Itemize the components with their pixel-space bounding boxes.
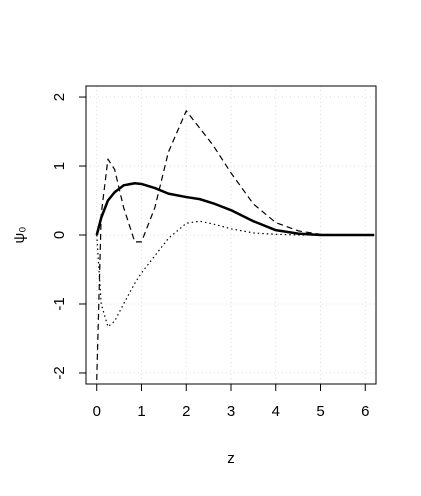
- y-tick-label: 1: [51, 162, 68, 170]
- x-tick-label: 4: [272, 403, 280, 420]
- x-tick-label: 6: [361, 403, 369, 420]
- x-tick-label: 1: [137, 403, 145, 420]
- series-line: [96, 220, 375, 328]
- y-tick-label: 2: [51, 93, 68, 101]
- y-tick-label: 0: [51, 231, 68, 239]
- x-tick-label: 0: [93, 403, 101, 420]
- series-line: [95, 182, 375, 237]
- x-tick-label: 5: [316, 403, 324, 420]
- plot-area: [86, 86, 376, 384]
- x-tick-label: 2: [182, 403, 190, 420]
- y-axis-label: ψ₀: [11, 227, 28, 244]
- y-tick-label: -2: [51, 366, 68, 379]
- series-line: [96, 110, 375, 380]
- x-axis-label: z: [227, 450, 235, 467]
- x-tick-label: 3: [227, 403, 235, 420]
- y-tick-label: -1: [51, 297, 68, 310]
